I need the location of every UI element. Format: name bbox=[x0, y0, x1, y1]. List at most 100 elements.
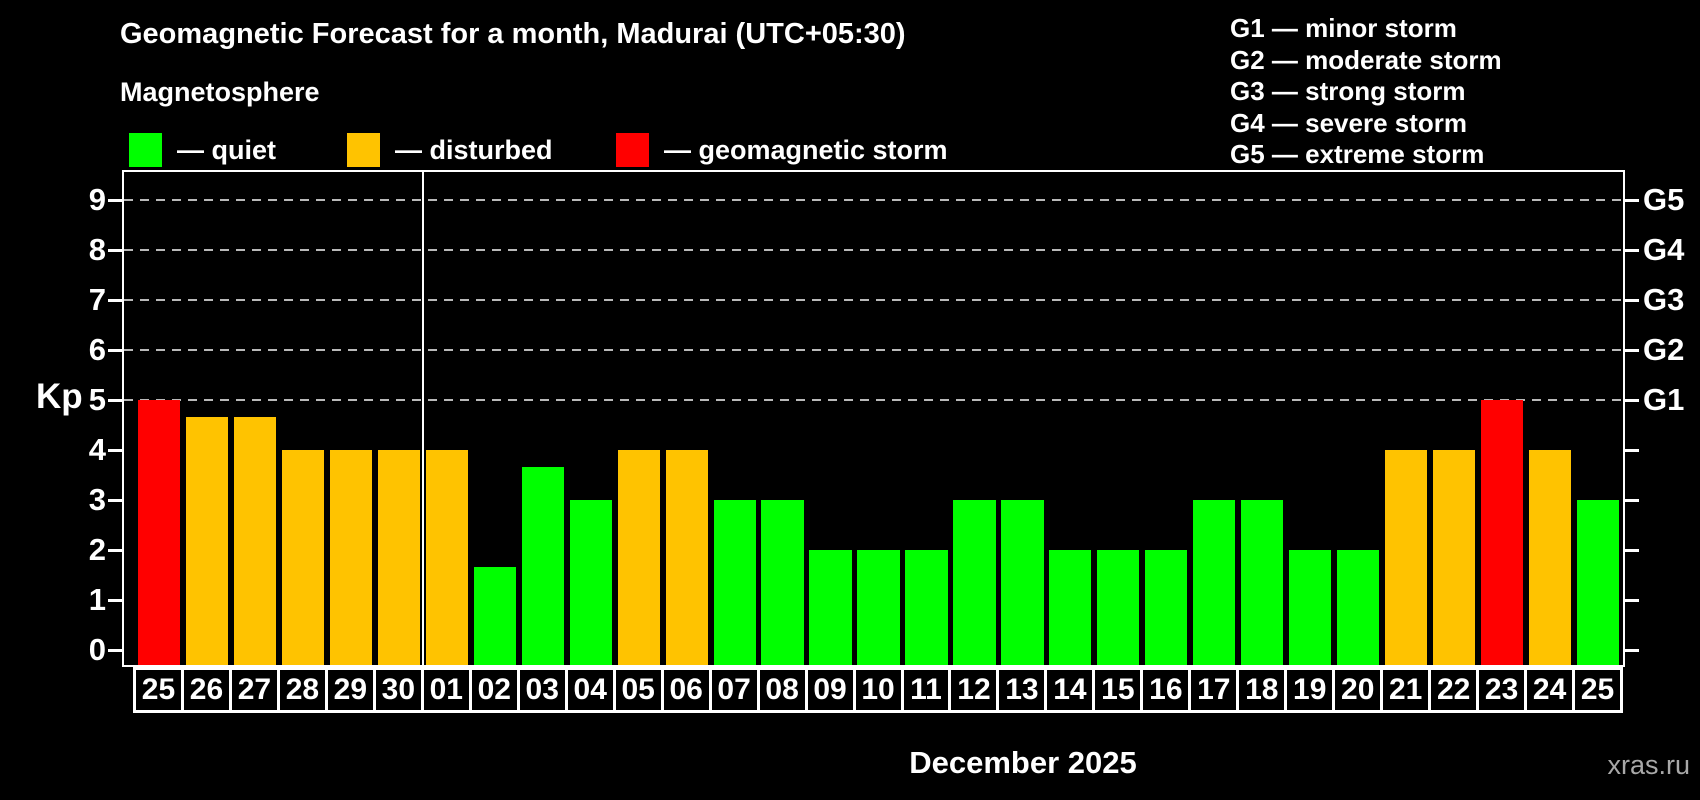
g-legend-line-1: G1 — minor storm bbox=[1230, 13, 1457, 43]
y-tick-label-6: 6 bbox=[88, 332, 106, 367]
bar-slot-19 bbox=[1286, 172, 1334, 665]
kp-bar-day-21 bbox=[1385, 450, 1428, 665]
kp-bar-day-25 bbox=[1576, 500, 1620, 665]
kp-bar-day-08 bbox=[761, 500, 804, 665]
chart-subtitle: Magnetosphere bbox=[120, 77, 320, 107]
day-label-28: 28 bbox=[276, 667, 328, 713]
y-tick-label-4: 4 bbox=[88, 432, 106, 467]
kp-bar-day-06 bbox=[665, 450, 708, 665]
day-label-01: 01 bbox=[420, 667, 472, 713]
day-label-26: 26 bbox=[180, 667, 232, 713]
right-tick-0 bbox=[1625, 648, 1639, 652]
day-label-23: 23 bbox=[1476, 667, 1528, 713]
kp-bar-day-26 bbox=[185, 416, 229, 665]
right-tick-2 bbox=[1625, 548, 1639, 552]
left-tick-2 bbox=[108, 548, 122, 552]
day-label-11: 11 bbox=[900, 667, 952, 713]
legend-item-quiet: — quiet bbox=[129, 133, 276, 167]
kp-bar-day-27 bbox=[233, 416, 277, 665]
day-label-29: 29 bbox=[324, 667, 376, 713]
g-level-label-G4: G4 bbox=[1643, 232, 1685, 267]
day-label-14: 14 bbox=[1044, 667, 1096, 713]
day-label-30: 30 bbox=[372, 667, 424, 713]
kp-bar-day-18 bbox=[1241, 500, 1284, 665]
g-scale-legend: G1 — minor storm G2 — moderate storm G3 — … bbox=[1230, 13, 1502, 171]
watermark: xras.ru bbox=[1607, 750, 1690, 780]
legend-label-storm: — geomagnetic storm bbox=[664, 134, 948, 165]
right-tick-4 bbox=[1625, 448, 1639, 452]
kp-bar-day-17 bbox=[1193, 500, 1236, 665]
legend-item-storm: — geomagnetic storm bbox=[616, 133, 948, 167]
bar-slot-21 bbox=[1382, 172, 1430, 665]
right-tick-6 bbox=[1625, 348, 1639, 352]
right-tick-3 bbox=[1625, 498, 1639, 502]
bar-slot-02 bbox=[471, 172, 519, 665]
g-legend-line-2: G2 — moderate storm bbox=[1230, 44, 1502, 75]
bar-slot-07 bbox=[711, 172, 759, 665]
right-tick-5 bbox=[1625, 398, 1639, 402]
kp-bar-day-11 bbox=[905, 550, 948, 665]
day-label-16: 16 bbox=[1140, 667, 1192, 713]
legend-swatch-storm bbox=[616, 133, 649, 167]
day-label-03: 03 bbox=[516, 667, 568, 713]
g-legend-line-3: G3 — strong storm bbox=[1230, 76, 1466, 106]
bar-slot-18 bbox=[1238, 172, 1286, 665]
plot-area bbox=[122, 170, 1625, 667]
bar-slot-26 bbox=[183, 172, 231, 665]
day-label-02: 02 bbox=[468, 667, 520, 713]
day-label-25: 25 bbox=[133, 667, 184, 713]
bar-slot-25 bbox=[135, 172, 183, 665]
g-level-label-G5: G5 bbox=[1643, 182, 1685, 217]
left-tick-3 bbox=[108, 498, 122, 502]
y-tick-label-0: 0 bbox=[88, 632, 106, 667]
kp-bar-day-20 bbox=[1337, 550, 1380, 665]
day-label-06: 06 bbox=[660, 667, 712, 713]
kp-bar-day-22 bbox=[1433, 450, 1476, 665]
legend-item-disturbed: — disturbed bbox=[347, 133, 553, 167]
kp-bar-day-15 bbox=[1097, 550, 1140, 665]
day-label-22: 22 bbox=[1428, 667, 1480, 713]
g-level-label-G1: G1 bbox=[1643, 382, 1685, 417]
left-tick-5 bbox=[108, 398, 122, 402]
y-tick-label-9: 9 bbox=[88, 182, 106, 217]
y-tick-label-2: 2 bbox=[88, 532, 106, 567]
bar-slot-13 bbox=[998, 172, 1046, 665]
g-level-label-G2: G2 bbox=[1643, 332, 1685, 367]
kp-bar-day-14 bbox=[1049, 550, 1092, 665]
bar-slot-23 bbox=[1478, 172, 1526, 665]
day-label-05: 05 bbox=[612, 667, 664, 713]
left-tick-4 bbox=[108, 448, 122, 452]
gridline-kp8 bbox=[124, 249, 1623, 251]
y-tick-label-8: 8 bbox=[88, 232, 106, 267]
bar-slot-05 bbox=[615, 172, 663, 665]
bar-slot-11 bbox=[903, 172, 951, 665]
g-legend-line-4: G4 — severe storm bbox=[1230, 107, 1468, 138]
g-legend-line-5: G5 — extreme storm bbox=[1230, 139, 1485, 169]
right-tick-8 bbox=[1625, 248, 1639, 252]
day-label-07: 07 bbox=[708, 667, 760, 713]
kp-bar-day-02 bbox=[473, 566, 516, 665]
left-tick-6 bbox=[108, 348, 122, 352]
bar-slot-04 bbox=[567, 172, 615, 665]
bar-slot-25 bbox=[1574, 172, 1622, 665]
day-label-12: 12 bbox=[948, 667, 1000, 713]
right-tick-9 bbox=[1625, 198, 1639, 202]
bar-slot-12 bbox=[950, 172, 998, 665]
left-tick-1 bbox=[108, 598, 122, 602]
bar-slot-29 bbox=[327, 172, 375, 665]
kp-bar-day-09 bbox=[809, 550, 852, 665]
day-label-24: 24 bbox=[1524, 667, 1576, 713]
bar-slot-14 bbox=[1046, 172, 1094, 665]
kp-bar-day-05 bbox=[617, 450, 660, 665]
left-tick-7 bbox=[108, 298, 122, 302]
day-label-20: 20 bbox=[1332, 667, 1384, 713]
bar-slot-01 bbox=[423, 172, 471, 665]
day-label-25: 25 bbox=[1572, 667, 1624, 713]
gridline-kp7 bbox=[124, 299, 1623, 301]
bar-slot-16 bbox=[1142, 172, 1190, 665]
kp-bar-day-30 bbox=[377, 450, 420, 665]
left-tick-9 bbox=[108, 198, 122, 202]
day-label-17: 17 bbox=[1188, 667, 1240, 713]
bar-slot-03 bbox=[519, 172, 567, 665]
kp-bar-day-13 bbox=[1001, 500, 1044, 665]
